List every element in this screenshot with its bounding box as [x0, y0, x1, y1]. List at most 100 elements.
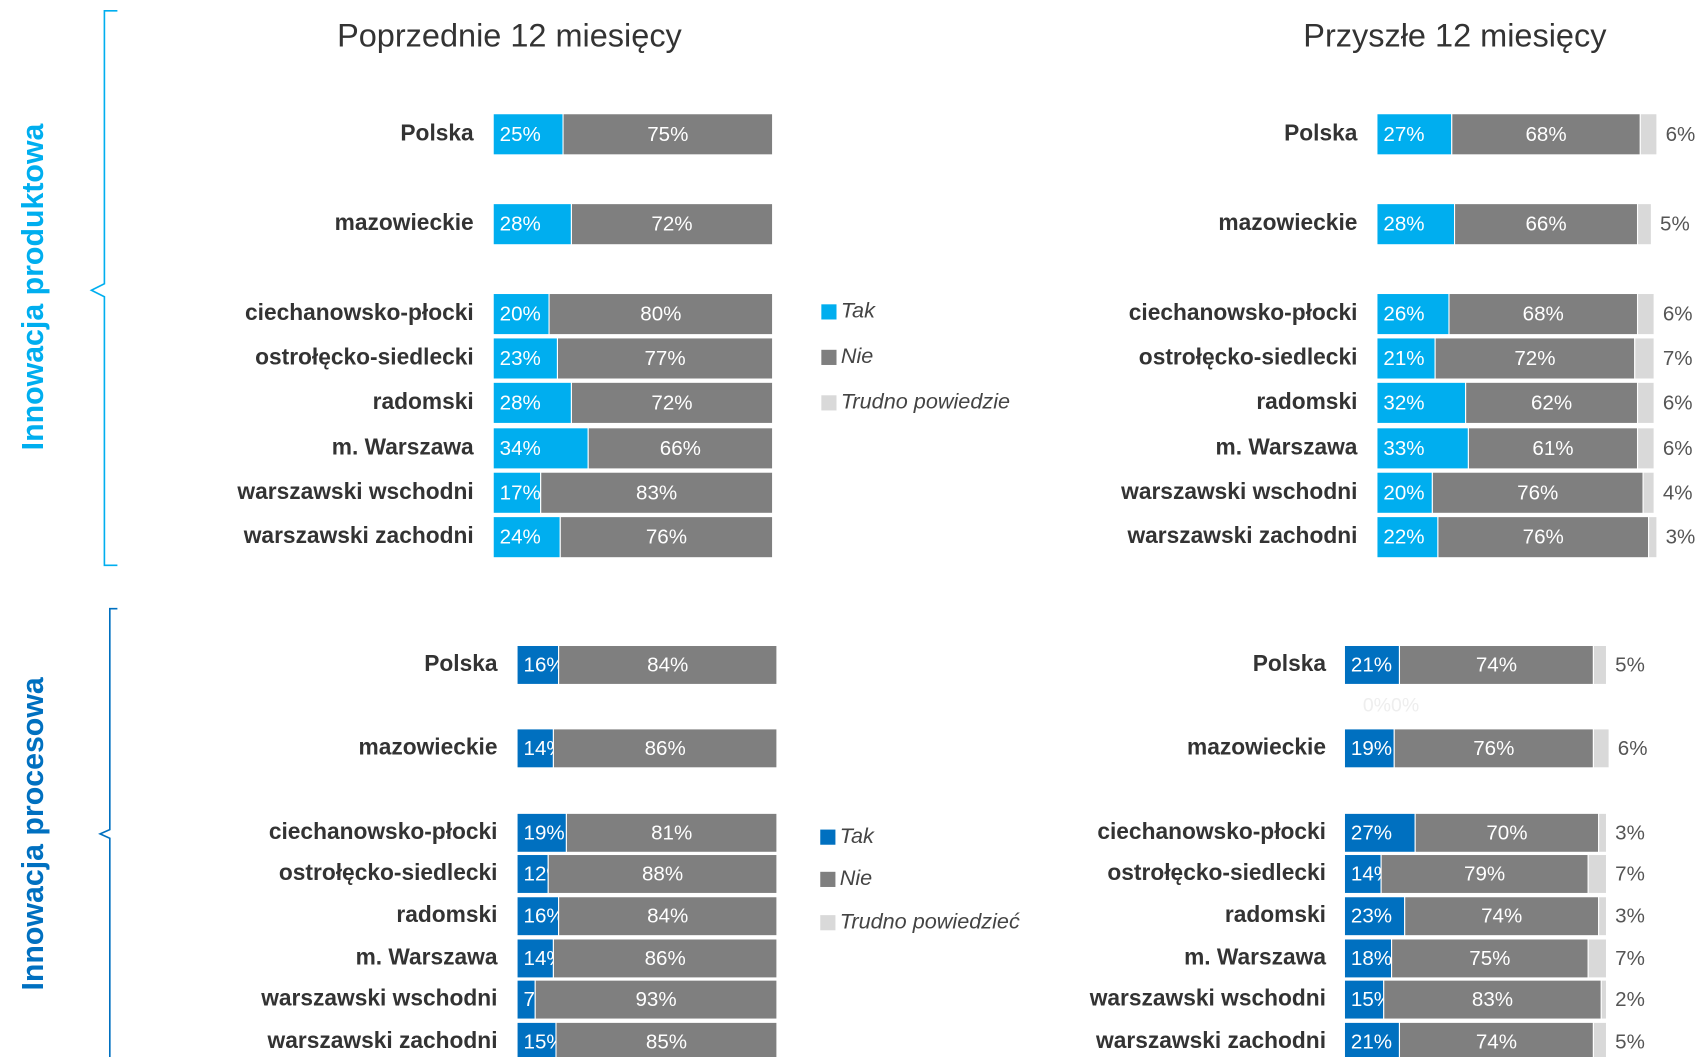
value-label: 75%: [1469, 947, 1510, 970]
value-label: 3%: [1615, 905, 1645, 928]
value-label: 5%: [1615, 1030, 1645, 1053]
value-label: 7%: [1663, 347, 1693, 370]
value-label: 19%: [524, 821, 565, 844]
category-label: warszawski zachodni: [1095, 1027, 1326, 1053]
bracket: [89, 10, 118, 567]
bar-segment: [1634, 337, 1655, 380]
value-label: 27%: [1351, 821, 1392, 844]
value-label: 33%: [1383, 437, 1424, 460]
category-label: Polska: [1253, 650, 1327, 676]
value-label: 86%: [645, 947, 686, 970]
chart-title: Poprzednie 12 miesięcy: [337, 17, 682, 53]
value-label: 85%: [646, 1030, 687, 1053]
legend-label: Nie: [841, 343, 873, 368]
category-label: radomski: [373, 388, 474, 414]
value-label: 21%: [1351, 1030, 1392, 1053]
category-label: Polska: [424, 650, 498, 676]
value-label: 19%: [1351, 737, 1392, 760]
bar-segment: [1343, 1021, 1401, 1057]
value-label: 84%: [647, 653, 688, 676]
category-label: ostrołęcko-siedlecki: [1139, 343, 1358, 369]
value-label: 79%: [1464, 862, 1505, 885]
category-label: mazowieckie: [1187, 733, 1326, 759]
bar-segment: [565, 812, 778, 853]
bar-segment: [492, 337, 559, 380]
category-label: warszawski zachodni: [1126, 522, 1357, 548]
legend-label: Trudno powiedzieć: [840, 908, 1020, 933]
section-label: Innowacja produktowa: [17, 122, 50, 450]
bar-segment: [1343, 896, 1406, 937]
legend-swatch: [821, 349, 837, 365]
value-label: 66%: [660, 437, 701, 460]
value-label: 75%: [647, 123, 688, 146]
bar-segment: [1376, 113, 1453, 156]
value-label: 3%: [1615, 821, 1645, 844]
bar-segment: [1343, 979, 1385, 1020]
bar-segment: [555, 1021, 778, 1057]
bar-segment: [1587, 938, 1608, 979]
value-label: 6%: [1663, 437, 1693, 460]
bar-segment: [492, 113, 564, 156]
value-label: 5%: [1660, 213, 1690, 236]
annotation: 0%0%: [1363, 694, 1419, 716]
value-label: 16%: [524, 653, 565, 676]
bar-segment: [1598, 812, 1608, 853]
category-label: ciechanowsko-płocki: [1097, 818, 1326, 844]
bar-segment: [1376, 292, 1450, 336]
value-label: 74%: [1481, 905, 1522, 928]
category-label: warszawski wschodni: [1120, 478, 1357, 504]
bar-segment: [547, 853, 778, 895]
value-label: 5%: [1615, 653, 1645, 676]
bar-segment: [1600, 979, 1608, 1020]
bar-segment: [1414, 812, 1600, 853]
category-label: radomski: [1225, 901, 1326, 927]
legend-label: Tak: [841, 298, 876, 323]
value-label: 74%: [1476, 1030, 1517, 1053]
category-label: Polska: [400, 119, 474, 145]
bar-segment: [1343, 853, 1382, 895]
bar-segment: [558, 644, 778, 685]
bar-segment: [1343, 644, 1401, 685]
bar-segment: [1398, 644, 1594, 685]
value-label: 23%: [1351, 905, 1392, 928]
bar-segment: [1587, 853, 1608, 895]
value-label: 28%: [1383, 213, 1424, 236]
bar-segment: [516, 896, 560, 937]
value-label: 3%: [1666, 526, 1696, 549]
value-label: 21%: [1351, 653, 1392, 676]
value-label: 84%: [647, 905, 688, 928]
bar-segment: [1639, 113, 1658, 156]
category-label: ciechanowsko-płocki: [245, 299, 474, 325]
category-label: m. Warszawa: [356, 943, 498, 969]
category-label: ostrołęcko-siedlecki: [279, 859, 498, 885]
value-label: 88%: [642, 862, 683, 885]
bar-segment: [492, 381, 572, 424]
bar-segment: [534, 979, 778, 1020]
bar-segment: [1636, 203, 1652, 246]
category-label: m. Warszawa: [1184, 943, 1326, 969]
bar-segment: [516, 812, 567, 853]
category-label: ciechanowsko-płocki: [269, 818, 498, 844]
value-label: 68%: [1523, 303, 1564, 326]
bar-segment: [1592, 728, 1610, 769]
bar-segment: [492, 203, 572, 246]
value-label: 83%: [1472, 988, 1513, 1011]
category-label: mazowieckie: [1218, 209, 1357, 235]
legend-label: Nie: [840, 865, 872, 890]
bar-segment: [1642, 471, 1655, 514]
legend-swatch: [821, 395, 837, 411]
value-label: 16%: [524, 905, 565, 928]
bar-segment: [1391, 938, 1589, 979]
value-label: 61%: [1532, 437, 1573, 460]
bar-segment: [587, 427, 774, 470]
bar-segment: [1636, 292, 1655, 336]
category-label: warszawski zachodni: [243, 522, 474, 548]
value-label: 21%: [1383, 347, 1424, 370]
bar-segment: [570, 381, 774, 424]
value-label: 68%: [1525, 123, 1566, 146]
category-label: m. Warszawa: [332, 433, 474, 459]
category-label: warszawski wschodni: [1089, 985, 1326, 1011]
category-label: ciechanowsko-płocki: [1129, 299, 1358, 325]
value-label: 86%: [645, 737, 686, 760]
